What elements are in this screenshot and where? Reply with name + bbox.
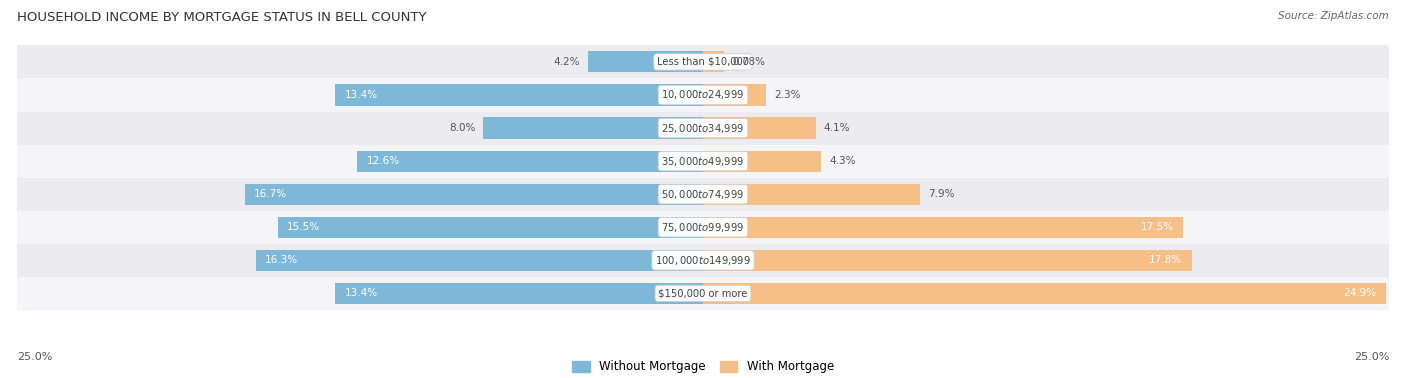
Bar <box>17 145 1389 178</box>
Text: $35,000 to $49,999: $35,000 to $49,999 <box>661 155 745 167</box>
Text: $50,000 to $74,999: $50,000 to $74,999 <box>661 188 745 201</box>
Text: HOUSEHOLD INCOME BY MORTGAGE STATUS IN BELL COUNTY: HOUSEHOLD INCOME BY MORTGAGE STATUS IN B… <box>17 11 426 24</box>
Text: 13.4%: 13.4% <box>344 288 378 298</box>
Bar <box>703 51 724 73</box>
Bar <box>335 283 703 304</box>
Text: 4.1%: 4.1% <box>824 123 851 133</box>
Bar <box>17 112 1389 145</box>
Text: Less than $10,000: Less than $10,000 <box>657 57 749 67</box>
Bar <box>335 84 703 105</box>
Text: 12.6%: 12.6% <box>367 156 399 166</box>
Text: 2.3%: 2.3% <box>775 90 801 100</box>
Bar <box>484 118 703 139</box>
Text: 8.0%: 8.0% <box>449 123 475 133</box>
Bar <box>256 250 703 271</box>
Text: 17.8%: 17.8% <box>1149 256 1182 265</box>
Text: 16.7%: 16.7% <box>254 189 287 199</box>
Text: 16.3%: 16.3% <box>266 256 298 265</box>
Text: 25.0%: 25.0% <box>17 352 52 361</box>
Text: $25,000 to $34,999: $25,000 to $34,999 <box>661 122 745 135</box>
Bar <box>17 178 1389 211</box>
Text: $150,000 or more: $150,000 or more <box>658 288 748 298</box>
Text: 13.4%: 13.4% <box>344 90 378 100</box>
Bar <box>245 184 703 205</box>
Bar <box>17 79 1389 112</box>
Text: $100,000 to $149,999: $100,000 to $149,999 <box>655 254 751 267</box>
Bar <box>17 211 1389 244</box>
Text: 7.9%: 7.9% <box>928 189 955 199</box>
Text: 15.5%: 15.5% <box>287 222 321 232</box>
Bar <box>588 51 703 73</box>
Legend: Without Mortgage, With Mortgage: Without Mortgage, With Mortgage <box>567 356 839 378</box>
Text: 17.5%: 17.5% <box>1140 222 1174 232</box>
Bar <box>17 277 1389 310</box>
Bar <box>17 45 1389 79</box>
Bar <box>703 84 766 105</box>
Bar <box>703 217 1184 238</box>
Text: 24.9%: 24.9% <box>1344 288 1376 298</box>
Text: Source: ZipAtlas.com: Source: ZipAtlas.com <box>1278 11 1389 21</box>
Text: $10,000 to $24,999: $10,000 to $24,999 <box>661 88 745 101</box>
Bar <box>703 184 920 205</box>
Text: 4.2%: 4.2% <box>553 57 579 67</box>
Bar <box>703 118 815 139</box>
Text: 25.0%: 25.0% <box>1354 352 1389 361</box>
Text: $75,000 to $99,999: $75,000 to $99,999 <box>661 221 745 234</box>
Text: 4.3%: 4.3% <box>830 156 856 166</box>
Bar <box>703 283 1386 304</box>
Bar <box>703 250 1191 271</box>
Bar <box>17 244 1389 277</box>
Bar <box>703 150 821 172</box>
Bar <box>357 150 703 172</box>
Bar <box>277 217 703 238</box>
Text: 0.78%: 0.78% <box>733 57 766 67</box>
